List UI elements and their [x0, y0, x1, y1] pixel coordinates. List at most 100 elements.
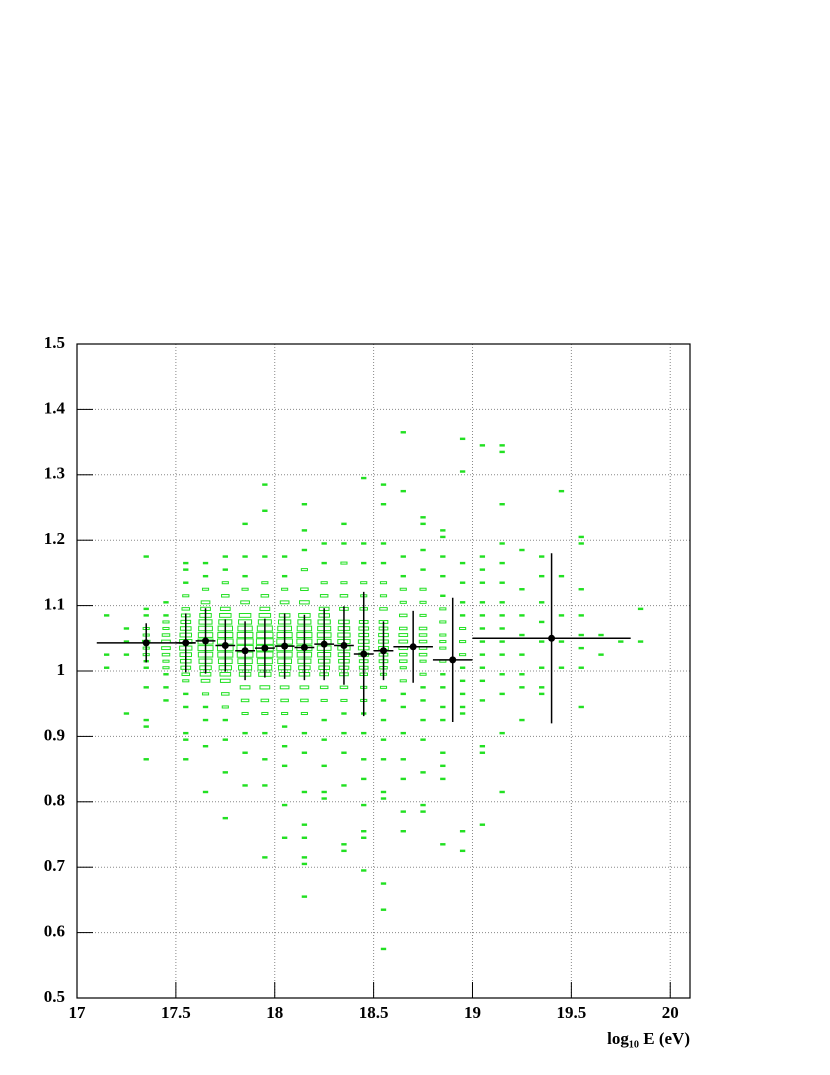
histogram-box: [281, 711, 289, 716]
histogram-box: [499, 503, 505, 506]
histogram-box: [319, 685, 329, 690]
histogram-box: [163, 601, 169, 604]
histogram-box: [183, 692, 189, 696]
histogram-box: [200, 600, 211, 605]
histogram-box: [201, 692, 210, 696]
histogram-box: [380, 908, 387, 911]
histogram-box: [143, 725, 149, 728]
histogram-box: [301, 503, 308, 506]
histogram-box: [143, 555, 149, 558]
histogram-box: [300, 568, 308, 572]
histogram-box: [341, 849, 347, 853]
histogram-box: [499, 731, 505, 735]
histogram-box: [539, 666, 545, 669]
histogram-box: [299, 685, 310, 690]
histogram-box: [479, 699, 486, 702]
histogram-box: [242, 555, 248, 558]
histogram-box: [539, 640, 545, 643]
histogram-box: [340, 561, 348, 565]
histogram-box: [459, 692, 466, 696]
y-tick-label: 1.2: [44, 529, 65, 548]
histogram-box: [182, 594, 190, 598]
histogram-box: [399, 659, 408, 663]
histogram-box: [183, 581, 189, 584]
histogram-box: [519, 614, 525, 617]
histogram-box: [440, 594, 446, 598]
histogram-box: [361, 731, 367, 735]
histogram-box: [222, 738, 228, 741]
histogram-box: [183, 568, 189, 571]
histogram-box: [479, 744, 486, 748]
histogram-box: [238, 613, 252, 618]
histogram-box: [261, 711, 269, 716]
histogram-box: [242, 751, 248, 754]
histogram-box: [440, 529, 446, 532]
histogram-box: [539, 555, 545, 558]
histogram-box: [361, 777, 367, 781]
histogram-box: [479, 581, 486, 584]
histogram-box: [519, 686, 525, 689]
histogram-box: [558, 640, 565, 643]
histogram-box: [301, 731, 308, 735]
y-tick-label: 1.5: [44, 333, 65, 352]
histogram-box: [499, 640, 505, 643]
histogram-box: [281, 803, 288, 807]
histogram-box: [321, 797, 327, 800]
histogram-box: [361, 836, 367, 839]
histogram-box: [163, 614, 169, 617]
histogram-box: [420, 699, 426, 702]
histogram-box: [637, 607, 644, 611]
histogram-box: [341, 784, 347, 787]
histogram-box: [519, 718, 525, 722]
histogram-box: [420, 548, 426, 552]
histogram-box: [143, 758, 149, 761]
y-tick-label: 0.9: [44, 725, 65, 744]
histogram-box: [380, 882, 387, 885]
histogram-box: [459, 653, 467, 657]
histogram-box: [479, 679, 486, 683]
histogram-box: [221, 581, 229, 585]
histogram-box: [440, 705, 446, 709]
histogram-box: [578, 614, 584, 617]
histogram-box: [103, 614, 110, 617]
histogram-box: [519, 633, 525, 637]
histogram-box: [398, 639, 409, 644]
profile-point: [320, 640, 328, 648]
histogram-box: [499, 790, 505, 794]
histogram-box: [299, 600, 310, 605]
y-tick-label: 1.4: [44, 398, 66, 417]
histogram-box: [578, 646, 584, 650]
x-tick-label: 18.5: [359, 1003, 389, 1022]
histogram-box: [398, 633, 409, 637]
histogram-box: [239, 685, 251, 690]
histogram-box: [400, 830, 406, 833]
histogram-box: [341, 843, 347, 846]
histogram-box: [519, 548, 525, 552]
histogram-box: [419, 613, 427, 617]
histogram-box: [380, 503, 387, 506]
histogram-box: [637, 640, 644, 643]
histogram-box: [380, 797, 387, 800]
histogram-box: [420, 810, 426, 813]
histogram-box: [558, 489, 565, 493]
histogram-box: [479, 601, 486, 604]
x-tick-label: 17: [69, 1003, 87, 1022]
histogram-box: [439, 640, 447, 644]
histogram-box: [539, 601, 545, 604]
histogram-box: [539, 620, 545, 624]
histogram-box: [479, 653, 486, 656]
histogram-box: [262, 555, 268, 558]
histogram-box: [578, 535, 584, 539]
histogram-box: [399, 613, 408, 618]
histogram-box: [162, 659, 170, 663]
histogram-box: [321, 542, 327, 545]
histogram-box: [379, 581, 388, 585]
histogram-box: [361, 803, 367, 807]
histogram-box: [143, 614, 149, 617]
histogram-box: [399, 679, 407, 683]
histogram-box: [143, 686, 149, 689]
histogram-box: [440, 574, 446, 578]
histogram-box: [222, 816, 228, 820]
histogram-box: [339, 594, 349, 598]
histogram-box: [262, 856, 268, 859]
